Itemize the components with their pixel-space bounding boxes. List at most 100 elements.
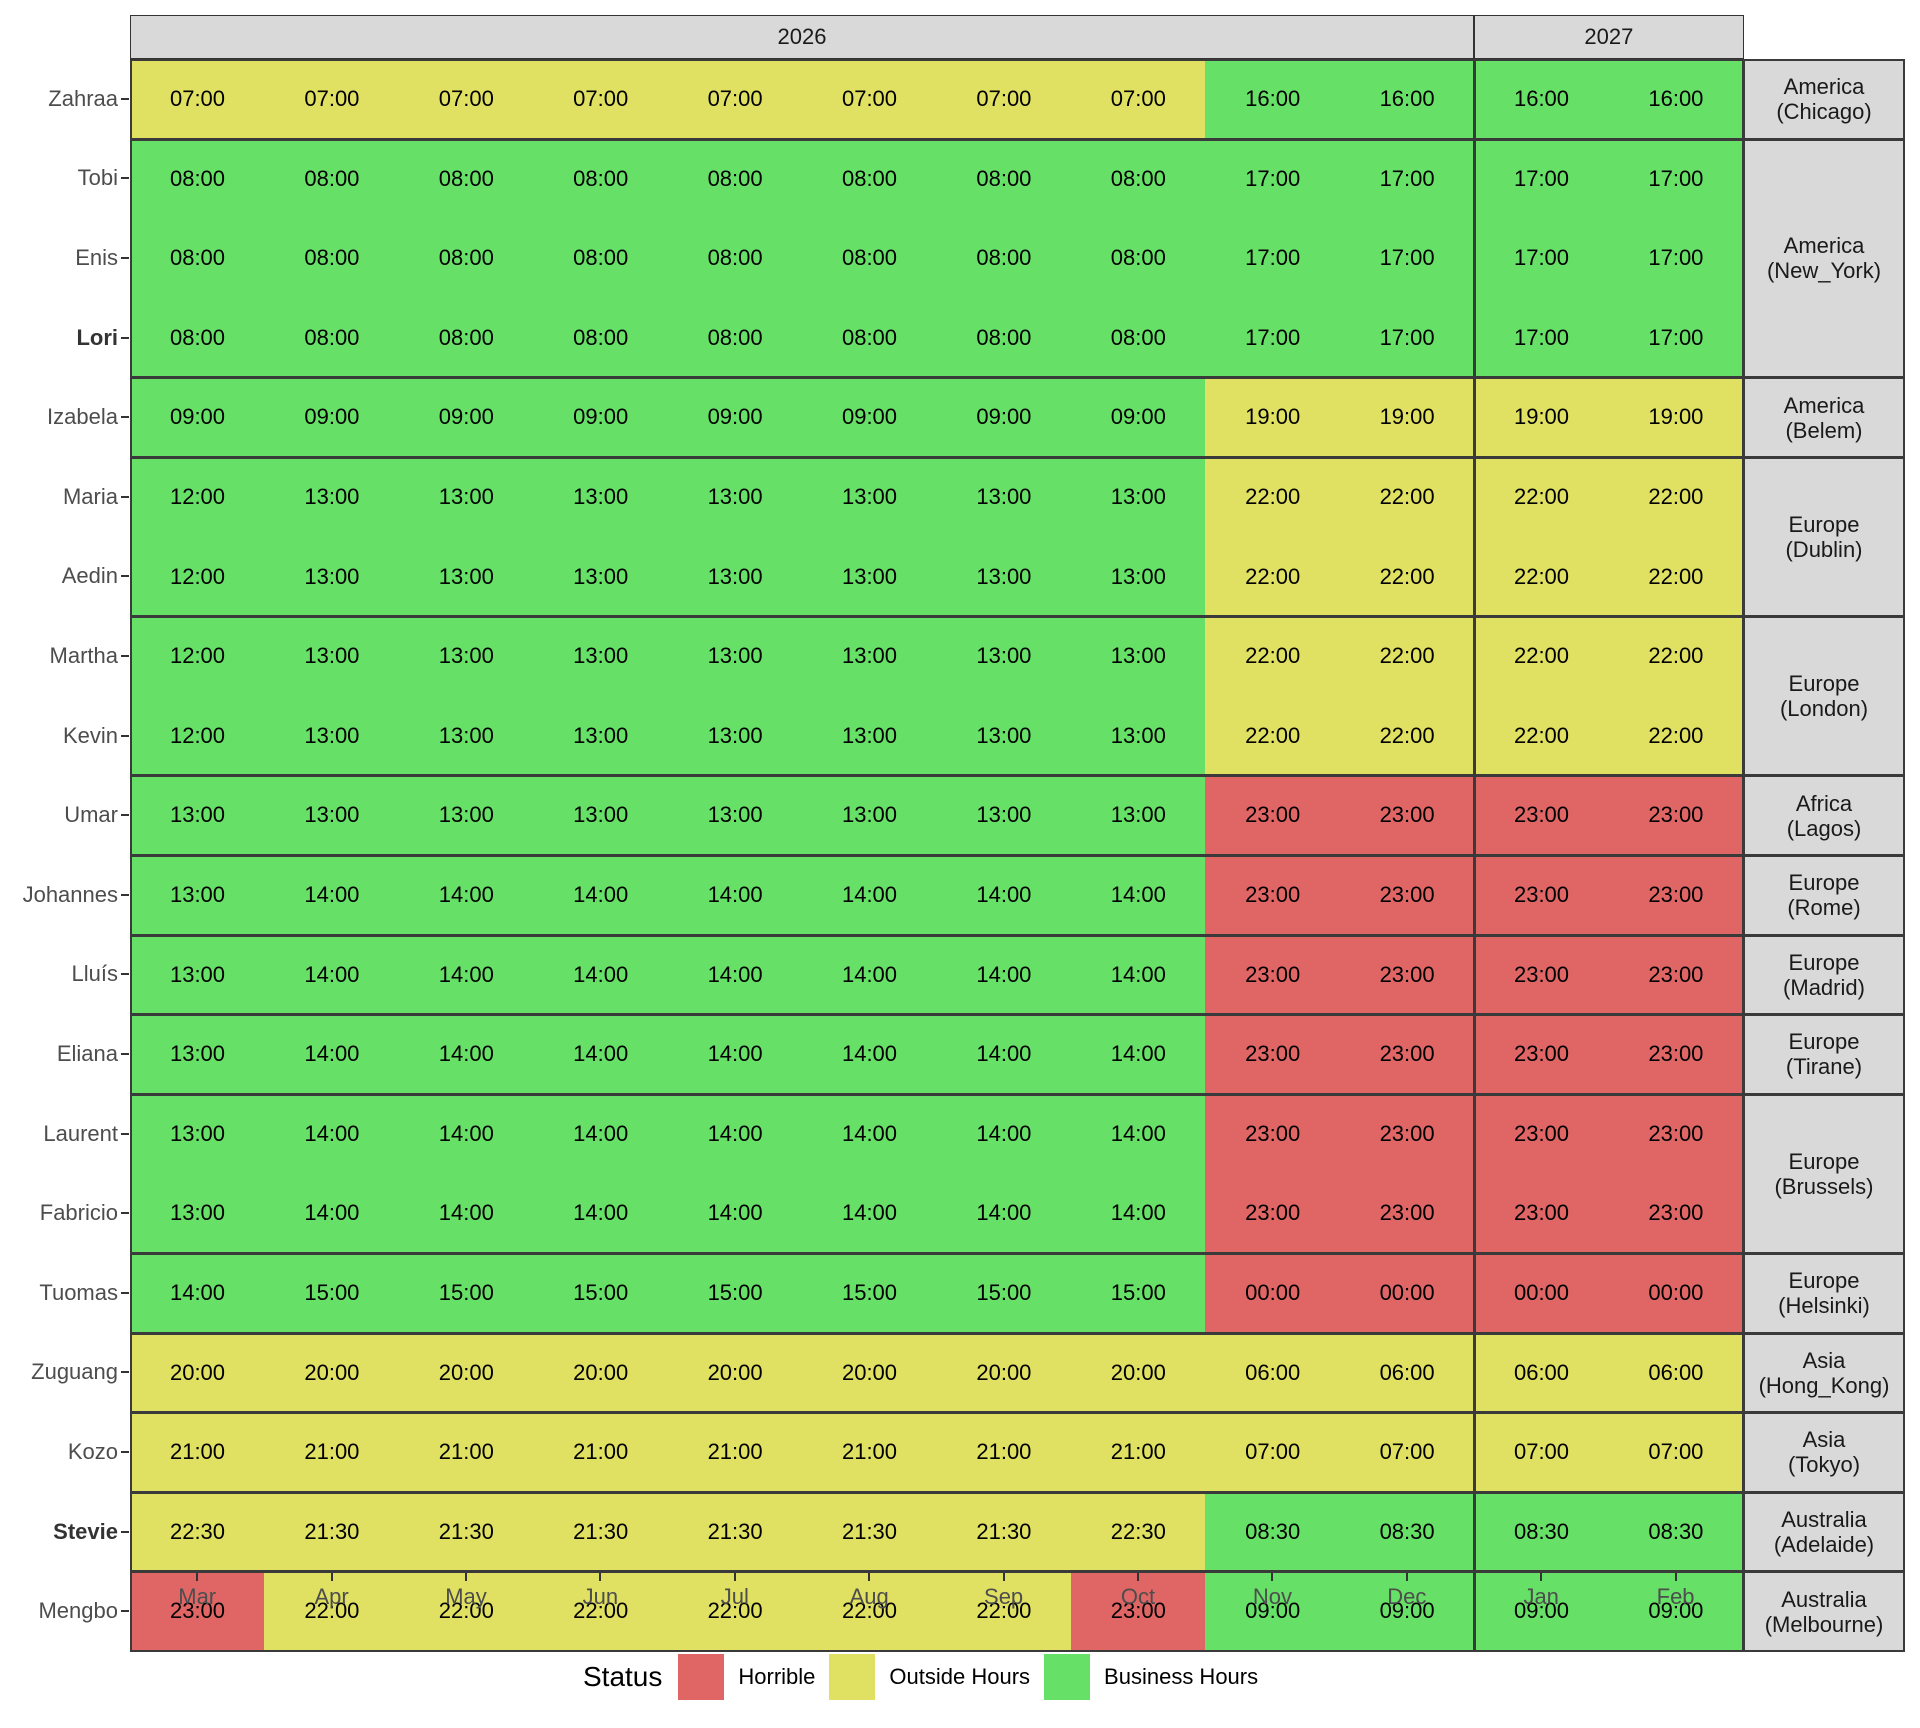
heatmap-cell: 20:00 [667,1332,803,1413]
heatmap-cell: 00:00 [1474,1253,1609,1334]
heatmap-cell: 23:00 [1205,1014,1341,1095]
heatmap-cell: 13:00 [936,536,1072,617]
timezone-strip: Europe (Madrid) [1743,934,1905,1016]
heatmap-cell: 14:00 [667,1173,803,1254]
x-axis-label: Jun [582,1584,619,1609]
heatmap-cell: 13:00 [533,695,669,776]
heatmap-cell: 22:00 [1339,536,1475,617]
heatmap-cell: 09:00 [398,377,534,458]
timezone-strip: Europe (Dublin) [1743,457,1905,618]
heatmap-cell: 13:00 [130,934,265,1015]
heatmap-cell: 00:00 [1608,1253,1744,1334]
heatmap-cell: 17:00 [1339,218,1475,299]
heatmap-cell: 14:00 [936,1173,1072,1254]
y-axis-tick [121,416,129,419]
heatmap-cell: 08:00 [533,218,669,299]
heatmap-cell: 16:00 [1339,59,1475,140]
heatmap-cell: 09:00 [1070,377,1206,458]
y-axis-label: Maria [62,483,118,509]
heatmap-cell: 13:00 [802,457,937,538]
heatmap-cell: 14:00 [1070,1173,1206,1254]
heatmap-cell: 13:00 [802,536,937,617]
heatmap-cell: 14:00 [533,934,669,1015]
heatmap-cell: 20:00 [264,1332,400,1413]
y-axis-label: Izabela [47,404,118,430]
y-axis-label: Fabricio [39,1200,118,1226]
x-axis-tick [196,1573,199,1581]
heatmap-cell: 14:00 [802,1173,937,1254]
heatmap-cell: 17:00 [1339,138,1475,219]
heatmap-cell: 22:00 [1339,695,1475,776]
heatmap-cell: 13:00 [667,536,803,617]
heatmap-cell: 22:00 [1474,616,1609,697]
timezone-strip: Asia (Hong_Kong) [1743,1332,1905,1414]
heatmap-cell: 15:00 [264,1253,400,1334]
heatmap-cell: 19:00 [1608,377,1744,458]
heatmap-cell: 14:00 [533,1093,669,1174]
heatmap-cell: 14:00 [667,1014,803,1095]
heatmap-cell: 07:00 [1070,59,1206,140]
x-axis-tick [1674,1573,1677,1581]
heatmap-cell: 14:00 [264,934,400,1015]
x-axis-label: Nov [1252,1584,1292,1609]
heatmap-cell: 14:00 [398,1173,534,1254]
y-axis-tick [121,336,129,339]
y-axis-tick [121,973,129,976]
heatmap-cell: 14:00 [802,855,937,936]
heatmap-cell: 17:00 [1339,297,1475,378]
heatmap-cell: 17:00 [1474,297,1609,378]
heatmap-cell: 23:00 [1205,1093,1341,1174]
heatmap-cell: 13:00 [936,695,1072,776]
heatmap-cell: 14:00 [667,1093,803,1174]
heatmap-cell: 17:00 [1474,218,1609,299]
heatmap-cell: 07:00 [130,59,265,140]
heatmap-cell: 08:00 [130,297,265,378]
y-axis-label: Kozo [67,1439,118,1464]
heatmap-cell: 21:30 [802,1491,937,1572]
heatmap-cell: 23:00 [1339,775,1475,856]
y-axis-label: Aedin [61,563,118,589]
x-axis-tick [1540,1573,1543,1581]
heatmap-cell: 06:00 [1474,1332,1609,1413]
timezone-strip: Europe (Rome) [1743,855,1905,936]
heatmap-cell: 08:00 [533,297,669,378]
heatmap-cell: 22:00 [1608,457,1744,538]
heatmap-cell: 14:00 [398,1093,534,1174]
timezone-strip: America (Chicago) [1743,59,1905,140]
heatmap-cell: 08:00 [667,297,803,378]
heatmap-cell: 08:00 [667,138,803,219]
heatmap-cell: 08:00 [1070,138,1206,219]
heatmap-cell: 22:00 [1474,536,1609,617]
heatmap-cell: 21:00 [398,1412,534,1493]
heatmap-cell: 21:30 [936,1491,1072,1572]
heatmap-cell: 21:00 [1070,1412,1206,1493]
heatmap-cell: 20:00 [1070,1332,1206,1413]
heatmap-cell: 19:00 [1205,377,1341,458]
timezone-strip: Africa (Lagos) [1743,775,1905,856]
heatmap-cell: 17:00 [1205,297,1341,378]
heatmap-cell: 22:00 [936,1571,1072,1652]
heatmap-cell: 00:00 [1339,1253,1475,1334]
heatmap-cell: 13:00 [130,855,265,936]
heatmap-cell: 14:00 [936,855,1072,936]
y-axis-tick [121,1132,129,1135]
heatmap-cell: 08:00 [398,297,534,378]
heatmap-cell: 23:00 [1474,1014,1609,1095]
heatmap-cell: 13:00 [264,695,400,776]
heatmap-cell: 22:00 [667,1571,803,1652]
heatmap-cell: 09:00 [264,377,400,458]
heatmap-cell: 08:00 [398,138,534,219]
heatmap-cell: 21:30 [533,1491,669,1572]
heatmap-cell: 21:00 [936,1412,1072,1493]
heatmap-cell: 08:30 [1339,1491,1475,1572]
heatmap-cell: 23:00 [1339,1173,1475,1254]
heatmap-cell: 22:00 [1205,695,1341,776]
heatmap-cell: 14:00 [1070,934,1206,1015]
heatmap-cell: 21:00 [802,1412,937,1493]
heatmap-cell: 15:00 [802,1253,937,1334]
heatmap-cell: 20:00 [802,1332,937,1413]
heatmap-cell: 23:00 [1608,934,1744,1015]
x-axis-tick [1137,1573,1139,1581]
heatmap-cell: 23:00 [1474,1093,1609,1174]
heatmap-cell: 06:00 [1205,1332,1341,1413]
